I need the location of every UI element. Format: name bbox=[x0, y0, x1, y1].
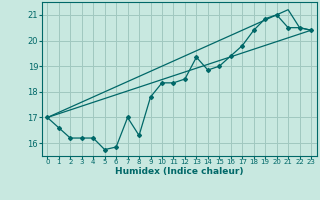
X-axis label: Humidex (Indice chaleur): Humidex (Indice chaleur) bbox=[115, 167, 244, 176]
